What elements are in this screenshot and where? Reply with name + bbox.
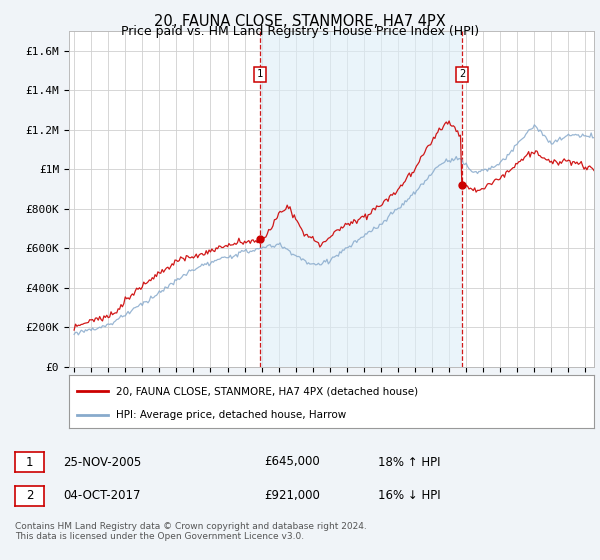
- Text: 20, FAUNA CLOSE, STANMORE, HA7 4PX: 20, FAUNA CLOSE, STANMORE, HA7 4PX: [154, 14, 446, 29]
- Text: 20, FAUNA CLOSE, STANMORE, HA7 4PX (detached house): 20, FAUNA CLOSE, STANMORE, HA7 4PX (deta…: [116, 386, 418, 396]
- Text: 2: 2: [26, 489, 33, 502]
- Text: 1: 1: [26, 455, 33, 469]
- Text: £645,000: £645,000: [264, 455, 320, 469]
- Text: Price paid vs. HM Land Registry's House Price Index (HPI): Price paid vs. HM Land Registry's House …: [121, 25, 479, 38]
- Bar: [260, 31, 462, 367]
- Text: 2: 2: [459, 69, 465, 80]
- Text: Contains HM Land Registry data © Crown copyright and database right 2024.
This d: Contains HM Land Registry data © Crown c…: [15, 522, 367, 542]
- Text: 16% ↓ HPI: 16% ↓ HPI: [378, 489, 440, 502]
- Text: 18% ↑ HPI: 18% ↑ HPI: [378, 455, 440, 469]
- Text: 1: 1: [257, 69, 263, 80]
- Text: £921,000: £921,000: [264, 489, 320, 502]
- Text: HPI: Average price, detached house, Harrow: HPI: Average price, detached house, Harr…: [116, 410, 347, 420]
- Text: 25-NOV-2005: 25-NOV-2005: [63, 455, 141, 469]
- Text: 04-OCT-2017: 04-OCT-2017: [63, 489, 140, 502]
